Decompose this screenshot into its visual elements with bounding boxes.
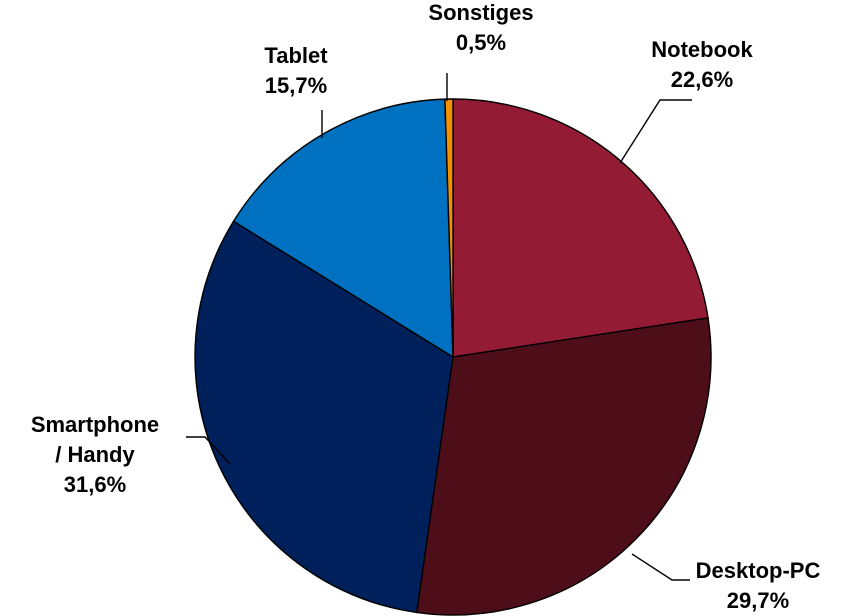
slice-category-label: Tablet: [264, 43, 328, 68]
data-label-notebook: Notebook 22,6%: [651, 37, 753, 92]
slice-category-label: Desktop-PC: [696, 558, 821, 583]
pie-slice-desktop-pc: [415, 317, 712, 616]
slice-value-label: 31,6%: [64, 472, 126, 497]
data-label-tablet: Tablet 15,7%: [264, 43, 328, 98]
pie-slice-smartphone-handy: [194, 220, 454, 614]
pie-slice-notebook: [452, 98, 709, 358]
slice-category-label: Sonstiges: [428, 0, 533, 25]
pie-slice-sonstiges: [444, 98, 454, 358]
data-labels: Notebook 22,6% Desktop-PC 29,7% Smartphone / …: [31, 0, 821, 613]
leader-line-desktop-pc: [631, 553, 690, 581]
pie-slices: [194, 98, 712, 616]
slice-category-label: Notebook: [651, 37, 753, 62]
leader-lines: [186, 73, 692, 581]
slice-value-label: 22,6%: [671, 67, 733, 92]
pie-slice-tablet: [232, 98, 454, 359]
data-label-sonstiges: Sonstiges 0,5%: [428, 0, 533, 55]
slice-category-label: / Handy: [55, 442, 135, 467]
data-label-desktop-pc: Desktop-PC 29,7%: [696, 558, 821, 613]
leader-line-notebook: [619, 99, 692, 164]
leader-line-smartphone-handy: [186, 436, 231, 465]
slice-value-label: 29,7%: [727, 588, 789, 613]
data-label-smartphone-handy: Smartphone / Handy 31,6%: [31, 412, 159, 497]
slice-value-label: 0,5%: [456, 30, 506, 55]
slice-value-label: 15,7%: [265, 73, 327, 98]
slice-category-label: Smartphone: [31, 412, 159, 437]
